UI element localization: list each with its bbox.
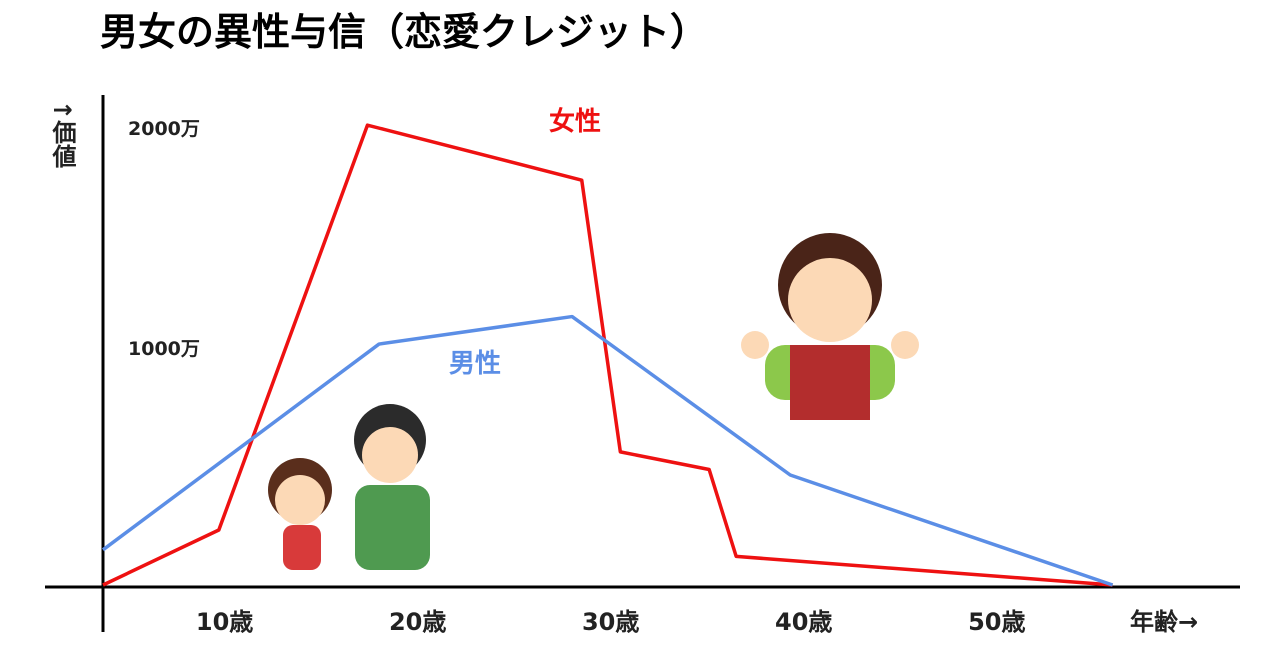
x-tick-label: 30歳: [582, 608, 639, 636]
x-axis-label: 年齢→: [1130, 608, 1198, 636]
illustration-woman: [741, 233, 919, 420]
y-axis-label: ↑価値: [48, 100, 77, 168]
series-line: [101, 314, 1114, 587]
x-tick-label: 40歳: [775, 608, 832, 636]
series-label: 女性: [549, 106, 601, 137]
chart-title: 男女の異性与信（恋愛クレジット）: [100, 10, 708, 54]
y-tick-label: 2000万: [128, 118, 200, 140]
x-tick-label: 50歳: [968, 608, 1025, 636]
y-tick-label: 1000万: [128, 338, 200, 360]
x-tick-label: 20歳: [389, 608, 446, 636]
series-line: [102, 123, 1113, 587]
series-label: 男性: [449, 349, 501, 379]
x-tick-label: 10歳: [196, 608, 253, 636]
illustration-kids: [268, 404, 430, 570]
